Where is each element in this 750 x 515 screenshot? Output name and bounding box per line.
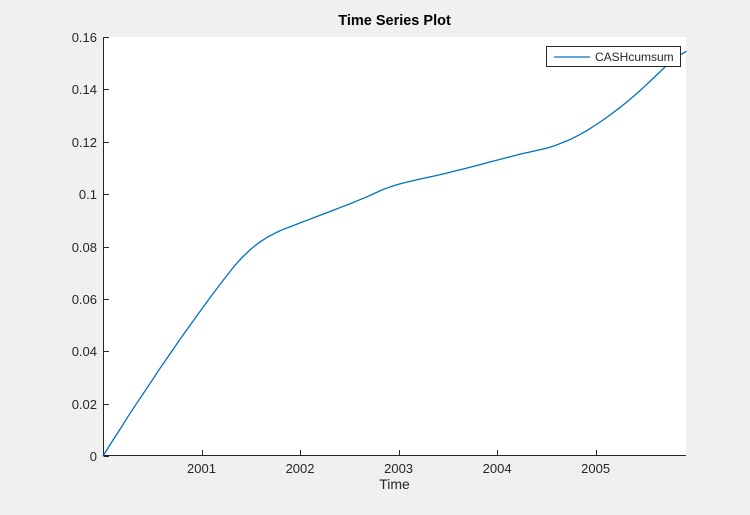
y-tick-label: 0.06 <box>71 291 97 307</box>
chart-title: Time Series Plot <box>338 13 451 29</box>
legend-line-sample-icon <box>554 55 590 58</box>
legend[interactable]: CASHcumsum <box>546 46 681 67</box>
plot-area <box>103 37 686 456</box>
y-tick-label: 0.02 <box>71 396 97 412</box>
y-tick-label: 0 <box>89 449 97 464</box>
x-tick-label: 2005 <box>581 461 611 476</box>
y-tick-label: 0.04 <box>71 344 97 360</box>
y-tick-label: 0.12 <box>71 134 97 150</box>
legend-label: CASHcumsum <box>595 49 674 64</box>
y-tick-label: 0.16 <box>71 30 97 45</box>
series-line-cashcumsum[interactable] <box>102 50 687 457</box>
axis-spines <box>103 37 686 456</box>
axis-ticks <box>104 37 597 457</box>
y-tick-label: 0.1 <box>78 187 97 203</box>
x-tick-label: 2004 <box>482 461 512 476</box>
x-tick-label: 2002 <box>285 461 315 476</box>
x-axis-label: Time <box>379 476 410 492</box>
y-tick-label: 0.08 <box>71 239 97 255</box>
y-tick-label: 0.14 <box>71 82 97 98</box>
x-tick-label: 2003 <box>384 461 414 476</box>
x-tick-label: 2001 <box>187 461 216 476</box>
